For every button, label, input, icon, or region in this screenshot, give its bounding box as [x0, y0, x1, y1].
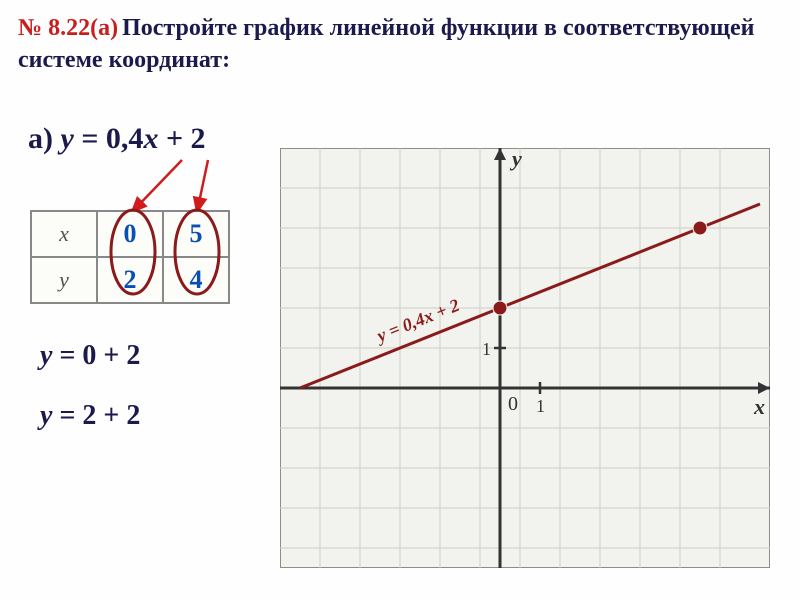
calc-line-1: y = 0 + 2 — [40, 340, 140, 372]
svg-text:1: 1 — [482, 339, 491, 359]
svg-text:1: 1 — [536, 396, 545, 416]
page: № 8.22(а) Постройте график линейной функ… — [0, 0, 800, 600]
calc-line-2: y = 2 + 2 — [40, 400, 140, 432]
coordinate-graph: xy011y = 0,4x + 2 — [280, 148, 770, 568]
svg-text:x: x — [753, 394, 765, 419]
table-circles — [30, 206, 240, 306]
svg-text:0: 0 — [508, 393, 518, 415]
value-table: x 0 5 y 2 4 — [30, 210, 230, 304]
